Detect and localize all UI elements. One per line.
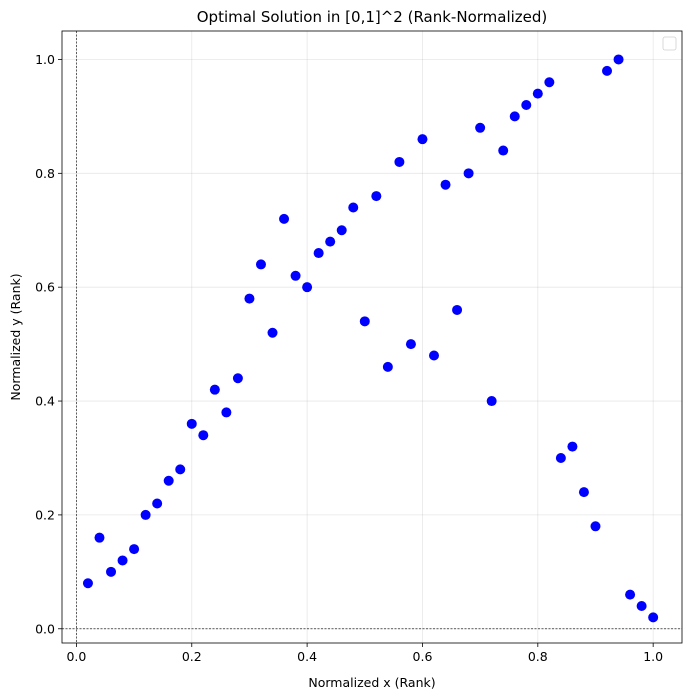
data-point xyxy=(129,544,140,555)
data-point xyxy=(636,600,647,611)
data-point xyxy=(613,54,624,65)
data-point xyxy=(313,248,324,259)
y-tick-label: 0.4 xyxy=(35,394,55,409)
data-point xyxy=(475,122,486,133)
data-point xyxy=(94,532,105,543)
data-point xyxy=(302,282,313,293)
data-point xyxy=(359,316,370,327)
x-tick-label: 0.6 xyxy=(413,649,433,664)
data-point xyxy=(440,179,451,190)
data-point xyxy=(578,487,589,498)
data-point xyxy=(648,612,659,623)
data-point xyxy=(267,327,278,338)
data-point xyxy=(221,407,232,418)
chart-title: Optimal Solution in [0,1]^2 (Rank-Normal… xyxy=(197,8,548,26)
data-point xyxy=(602,65,613,76)
data-point xyxy=(463,168,474,179)
plot-frame xyxy=(61,30,683,644)
data-point xyxy=(325,236,336,247)
data-point xyxy=(175,464,186,475)
data-point xyxy=(521,100,532,111)
data-point xyxy=(348,202,359,213)
data-point xyxy=(452,304,463,315)
data-point xyxy=(429,350,439,361)
data-point xyxy=(382,361,393,372)
x-tick-label: 0.0 xyxy=(66,649,86,664)
data-point xyxy=(590,521,601,532)
y-tick-label: 1.0 xyxy=(35,52,55,67)
data-point xyxy=(625,589,636,600)
y-tick-label: 0.8 xyxy=(35,166,55,181)
data-point xyxy=(498,145,509,156)
data-point xyxy=(544,77,555,88)
data-point xyxy=(198,430,209,441)
data-point xyxy=(82,578,93,589)
data-point xyxy=(186,418,197,429)
data-point xyxy=(106,566,117,577)
data-point xyxy=(405,339,416,350)
data-point xyxy=(279,213,290,224)
legend-box xyxy=(662,36,677,51)
data-point xyxy=(509,111,520,122)
y-tick-label: 0.2 xyxy=(35,507,55,522)
data-point xyxy=(417,134,428,145)
data-point xyxy=(117,555,128,566)
data-point xyxy=(371,191,382,202)
data-point xyxy=(336,225,347,236)
x-axis-label: Normalized x (Rank) xyxy=(308,675,435,690)
data-point xyxy=(140,509,151,520)
grid xyxy=(62,31,682,643)
reference-lines xyxy=(62,31,682,643)
data-point xyxy=(567,441,578,452)
data-points xyxy=(82,54,659,623)
y-tick-label: 0.6 xyxy=(35,280,55,295)
data-point xyxy=(555,452,566,463)
data-point xyxy=(255,259,266,270)
data-point xyxy=(209,384,220,395)
data-point xyxy=(244,293,255,304)
data-point xyxy=(486,396,497,407)
y-axis-ticks: 0.0 0.2 0.4 0.6 0.8 1.0 xyxy=(35,52,62,636)
data-point xyxy=(394,156,405,167)
x-tick-label: 0.4 xyxy=(297,649,317,664)
data-point xyxy=(163,475,174,486)
data-point xyxy=(232,373,243,384)
x-axis-ticks: 0.0 0.2 0.4 0.6 0.8 1.0 xyxy=(66,643,663,664)
y-axis-label: Normalized y (Rank) xyxy=(8,273,23,400)
data-point xyxy=(290,270,301,281)
x-tick-label: 1.0 xyxy=(643,649,663,664)
data-point xyxy=(152,498,163,509)
x-tick-label: 0.2 xyxy=(182,649,202,664)
y-tick-label: 0.0 xyxy=(35,621,55,636)
x-tick-label: 0.8 xyxy=(528,649,548,664)
data-point xyxy=(532,88,543,99)
